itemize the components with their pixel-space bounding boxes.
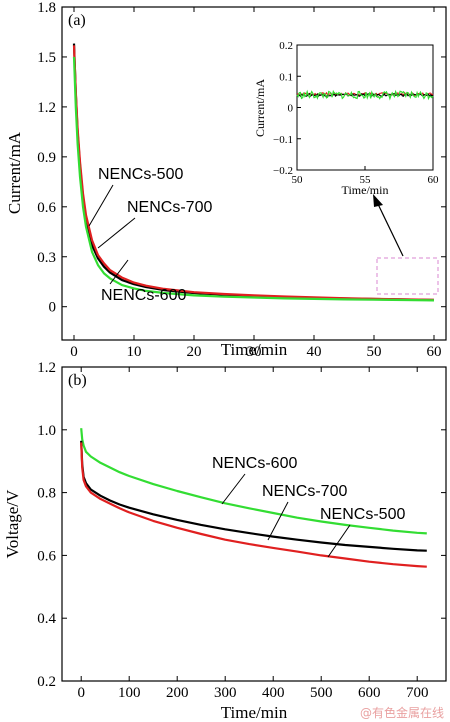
panel-a-series-nencs-600 [72,56,435,302]
panel-b-y-tick-label: 0.2 [37,674,56,690]
panel-a-x-tick-label: 50 [367,344,382,360]
panel-a-y-tick-label: 0.3 [37,250,56,266]
panel-b-x-tick-label: 700 [406,685,429,701]
panel-b-x-tick-label: 100 [118,685,141,701]
inset-y-tick-label: −0.1 [273,134,293,146]
inset-x-tick-label: 55 [360,174,372,186]
panel-b-series-nencs-600 [80,428,427,535]
panel-b-series-nencs-500 [80,442,427,568]
annotation-leader-nencs-700-a [97,217,136,249]
panel-b-series [80,428,427,568]
panel-a-y-tick-label: 0 [49,300,57,316]
annotation-leader-nencs-700-b [267,501,289,541]
zoom-arrow [376,201,404,257]
panel-b-y-tick-label: 0.6 [37,548,56,564]
annotation-leader-nencs-600-a [109,259,129,285]
panel-b-x-tick-label: 200 [166,685,189,701]
panel-b-x-tick-label: 600 [358,685,381,701]
panel-a-y-tick-label: 0.9 [37,150,56,166]
inset-frame [296,44,434,171]
inset-x-tick-label: 60 [428,174,440,186]
annotation-nencs-600-b: NENCs-600 [212,455,297,472]
zoom-arrow-head [373,194,383,207]
panel-a-y-tick-label: 1.5 [37,50,56,66]
panel-a-series [72,43,435,302]
annotation-nencs-500-b: NENCs-500 [320,506,405,523]
annotation-leader-nencs-500-a [88,184,114,227]
inset-series-nencs-600 [296,89,434,101]
panel-b-y-tick-label: 1.0 [37,423,56,439]
panel-b-y-tick-label: 0.4 [37,611,56,627]
inset-x-tick-label: 50 [292,174,304,186]
panel-b-series-nencs-700 [80,440,427,552]
panel-b-y-tick-label: 1.2 [37,360,56,376]
inset-y-axis-label: Current/mA [253,79,267,137]
panel-a-x-tick-label: 10 [127,344,142,360]
panel-b-x-axis-label: Time/min [221,703,288,722]
annotation-leader-nencs-600-b [221,473,246,505]
watermark: @有色金属在线 [360,705,444,720]
panel-a-x-tick-label: 30 [247,344,262,360]
panel-b-y-axis-label: Voltage/V [3,489,22,558]
inset-ticks: 50 55 60 −0.2 −0.1 0 0.1 0.2 [273,40,439,186]
panel-a-series-nencs-700 [72,45,435,301]
panel-a-label: (a) [68,12,86,29]
inset-plot: 50 55 60 −0.2 −0.1 0 0.1 0.2 Time/min Current/m… [253,40,439,197]
panel-b: 0 100 200 300 400 500 600 700 0.2 0.4 0.6 0.8 1.0 1.… [3,360,447,722]
annotation-leader-nencs-500-b [327,524,351,558]
panel-a-x-tick-label: 0 [70,344,78,360]
annotation-nencs-700-a: NENCs-700 [127,199,212,216]
panel-a-x-ticks: 0 10 20 30 40 50 60 [70,7,442,360]
panel-a-y-tick-label: 0.6 [37,200,56,216]
panel-b-x-tick-label: 400 [262,685,285,701]
zoom-region-box [376,257,439,295]
inset-y-tick-label: 0.2 [279,40,293,52]
panel-b-x-tick-label: 0 [77,685,85,701]
panel-b-label: (b) [68,372,87,389]
panel-a-y-tick-label: 1.8 [37,0,56,16]
panel-a-x-tick-label: 40 [307,344,322,360]
panel-b-x-tick-label: 300 [214,685,237,701]
panel-a-x-axis-label: Time/min [221,340,288,359]
panel-a-y-ticks: 0 0.3 0.6 0.9 1.2 1.5 1.8 [37,0,446,316]
annotation-nencs-500-a: NENCs-500 [98,166,183,183]
panel-a-y-axis-label: Current/mA [5,131,24,214]
annotation-nencs-600-a: NENCs-600 [101,287,186,304]
inset-y-tick-label: −0.2 [273,165,293,177]
inset-x-axis-label: Time/min [342,183,389,197]
inset-y-tick-label: 0 [288,103,294,115]
panel-a-x-tick-label: 60 [427,344,442,360]
panel-b-x-ticks: 0 100 200 300 400 500 600 700 [77,367,428,701]
annotation-nencs-700-b: NENCs-700 [262,483,347,500]
inset-y-tick-label: 0.1 [279,71,293,83]
panel-b-x-tick-label: 500 [310,685,333,701]
panel-b-y-ticks: 0.2 0.4 0.6 0.8 1.0 1.2 [37,360,446,690]
panel-b-frame [61,366,447,682]
panel-a: 0 10 20 30 40 50 60 0 0.3 0.6 0.9 1.2 1.5 1.8 (a) Ti… [5,0,447,360]
panel-a-x-tick-label: 20 [187,344,202,360]
inset-series [296,89,434,101]
panel-b-y-tick-label: 0.8 [37,486,56,502]
panel-a-y-tick-label: 1.2 [37,100,56,116]
